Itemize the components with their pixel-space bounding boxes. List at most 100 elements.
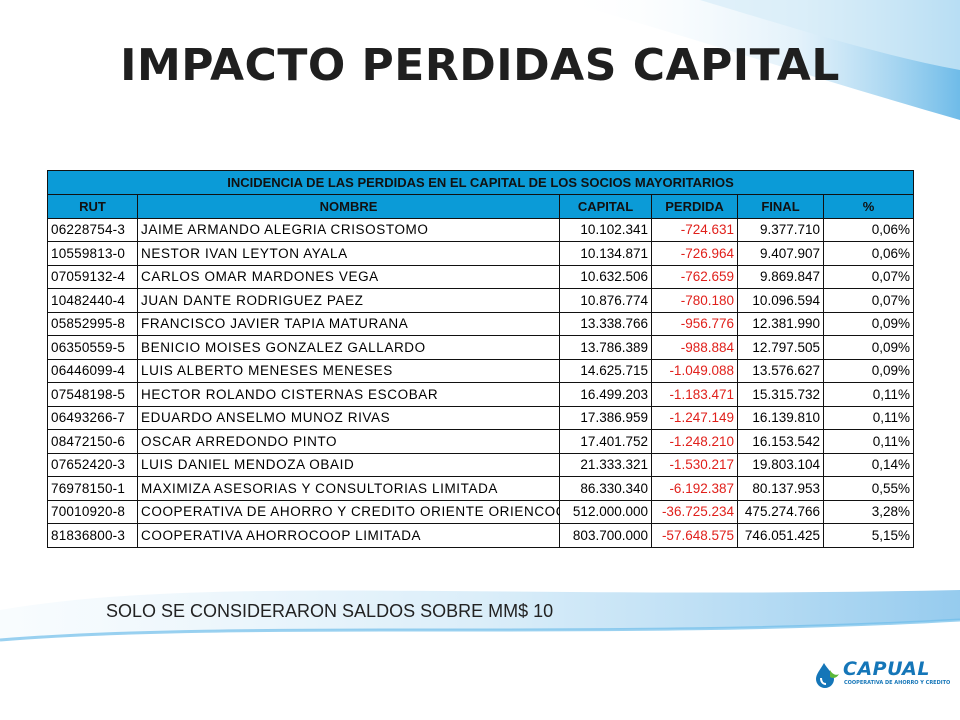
cell-capital: 17.401.752 [559, 429, 652, 454]
header-rut: RUT [47, 194, 138, 219]
logo-wordmark: CAPUAL [843, 658, 930, 680]
cell-rut: 05852995-8 [47, 311, 138, 336]
table-row: 06228754-3 JAIME ARMANDO ALEGRIA CRISOSTO… [47, 217, 915, 242]
cell-percent: 0,06% [822, 217, 915, 242]
cell-rut: 06350559-5 [47, 335, 138, 360]
table-caption: INCIDENCIA DE LAS PERDIDAS EN EL CAPITAL… [46, 170, 915, 195]
cell-nombre: CARLOS OMAR MARDONES VEGA [137, 264, 560, 289]
cell-rut: 08472150-6 [47, 429, 138, 454]
cell-rut: 10482440-4 [47, 288, 138, 313]
cell-capital: 13.338.766 [559, 311, 652, 336]
cell-perdida: -956.776 [651, 311, 738, 336]
cell-final: 12.381.990 [737, 311, 824, 336]
cell-nombre: COOPERATIVA DE AHORRO Y CREDITO ORIENTE … [137, 499, 560, 524]
table-row: 06350559-5 BENICIO MOISES GONZALEZ GALLAR… [47, 335, 915, 360]
table-row: 07059132-4 CARLOS OMAR MARDONES VEGA 10.63… [47, 264, 915, 289]
table-row: 07652420-3 LUIS DANIEL MENDOZA OBAID 21.33… [47, 452, 915, 477]
cell-perdida: -6.192.387 [651, 476, 738, 501]
cell-rut: 07059132-4 [47, 264, 138, 289]
table-row: 10559813-0 NESTOR IVAN LEYTON AYALA 10.134… [47, 241, 915, 266]
cell-capital: 21.333.321 [559, 452, 652, 477]
cell-final: 80.137.953 [737, 476, 824, 501]
cell-perdida: -1.247.149 [651, 405, 738, 430]
cell-perdida: -724.631 [651, 217, 738, 242]
cell-final: 475.274.766 [737, 499, 824, 524]
cell-nombre: EDUARDO ANSELMO MUNOZ RIVAS [137, 405, 560, 430]
cell-capital: 10.632.506 [559, 264, 652, 289]
cell-percent: 0,11% [822, 429, 915, 454]
cell-perdida: -1.049.088 [651, 358, 738, 383]
cell-perdida: -36.725.234 [651, 499, 738, 524]
cell-percent: 0,07% [822, 264, 915, 289]
water-drop-icon [816, 663, 839, 688]
cell-percent: 0,55% [822, 476, 915, 501]
cell-nombre: JUAN DANTE RODRIGUEZ PAEZ [137, 288, 560, 313]
page-title: IMPACTO PERDIDAS CAPITAL [120, 40, 840, 91]
cell-nombre: FRANCISCO JAVIER TAPIA MATURANA [137, 311, 560, 336]
table-header-row: RUT NOMBRE CAPITAL PERDIDA FINAL % [47, 194, 915, 219]
cell-nombre: BENICIO MOISES GONZALEZ GALLARDO [137, 335, 560, 360]
header-capital: CAPITAL [559, 194, 652, 219]
cell-rut: 10559813-0 [47, 241, 138, 266]
cell-rut: 06228754-3 [47, 217, 138, 242]
cell-percent: 0,06% [822, 241, 915, 266]
cell-rut: 07652420-3 [47, 452, 138, 477]
cell-final: 12.797.505 [737, 335, 824, 360]
cell-final: 15.315.732 [737, 382, 824, 407]
cell-nombre: HECTOR ROLANDO CISTERNAS ESCOBAR [137, 382, 560, 407]
table-row: 06493266-7 EDUARDO ANSELMO MUNOZ RIVAS 17.… [47, 405, 915, 430]
cell-capital: 10.102.341 [559, 217, 652, 242]
table-row: 76978150-1 MAXIMIZA ASESORIAS Y CONSULTOR… [47, 476, 915, 501]
cell-rut: 76978150-1 [47, 476, 138, 501]
cell-final: 9.869.847 [737, 264, 824, 289]
cell-percent: 3,28% [822, 499, 915, 524]
cell-nombre: MAXIMIZA ASESORIAS Y CONSULTORIAS LIMITA… [137, 476, 560, 501]
cell-perdida: -1.248.210 [651, 429, 738, 454]
cell-percent: 0,11% [822, 382, 915, 407]
cell-percent: 0,11% [822, 405, 915, 430]
cell-final: 10.096.594 [737, 288, 824, 313]
cell-final: 19.803.104 [737, 452, 824, 477]
cell-perdida: -988.884 [651, 335, 738, 360]
capual-logo: CAPUAL COOPERATIVA DE AHORRO Y CREDITO [812, 656, 950, 696]
table-row: 06446099-4 LUIS ALBERTO MENESES MENESES 14… [47, 358, 915, 383]
cell-final: 9.407.907 [737, 241, 824, 266]
cell-final: 16.153.542 [737, 429, 824, 454]
cell-nombre: LUIS ALBERTO MENESES MENESES [137, 358, 560, 383]
cell-final: 9.377.710 [737, 217, 824, 242]
table-row: 10482440-4 JUAN DANTE RODRIGUEZ PAEZ 10.87… [47, 288, 915, 313]
cell-percent: 0,09% [822, 358, 915, 383]
logo-tagline: COOPERATIVA DE AHORRO Y CREDITO [844, 680, 951, 686]
cell-final: 13.576.627 [737, 358, 824, 383]
cell-nombre: NESTOR IVAN LEYTON AYALA [137, 241, 560, 266]
footnote: SOLO SE CONSIDERARON SALDOS SOBRE MM$ 10 [106, 601, 554, 621]
capital-losses-table: INCIDENCIA DE LAS PERDIDAS EN EL CAPITAL… [46, 170, 915, 548]
cell-capital: 803.700.000 [559, 523, 652, 548]
cell-capital: 16.499.203 [559, 382, 652, 407]
cell-perdida: -1.183.471 [651, 382, 738, 407]
cell-nombre: LUIS DANIEL MENDOZA OBAID [137, 452, 560, 477]
cell-percent: 0,09% [822, 335, 915, 360]
table-row: 05852995-8 FRANCISCO JAVIER TAPIA MATURAN… [47, 311, 915, 336]
cell-perdida: -726.964 [651, 241, 738, 266]
cell-nombre: JAIME ARMANDO ALEGRIA CRISOSTOMO [137, 217, 560, 242]
cell-capital: 512.000.000 [559, 499, 652, 524]
cell-perdida: -762.659 [651, 264, 738, 289]
cell-percent: 0,07% [822, 288, 915, 313]
cell-capital: 10.876.774 [559, 288, 652, 313]
cell-capital: 86.330.340 [559, 476, 652, 501]
table-row: 81836800-3 COOPERATIVA AHORROCOOP LIMITAD… [47, 523, 915, 548]
cell-final: 16.139.810 [737, 405, 824, 430]
cell-rut: 70010920-8 [47, 499, 138, 524]
cell-final: 746.051.425 [737, 523, 824, 548]
cell-capital: 10.134.871 [559, 241, 652, 266]
table-row: 07548198-5 HECTOR ROLANDO CISTERNAS ESCOB… [47, 382, 915, 407]
cell-perdida: -1.530.217 [651, 452, 738, 477]
cell-percent: 0,09% [822, 311, 915, 336]
cell-rut: 07548198-5 [47, 382, 138, 407]
cell-capital: 14.625.715 [559, 358, 652, 383]
cell-percent: 5,15% [822, 523, 915, 548]
cell-perdida: -57.648.575 [651, 523, 738, 548]
header-final: FINAL [737, 194, 824, 219]
cell-percent: 0,14% [822, 452, 915, 477]
